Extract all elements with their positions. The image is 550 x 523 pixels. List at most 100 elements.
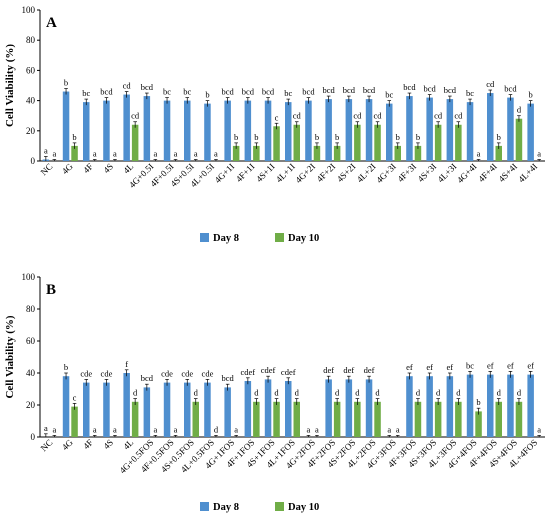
bar-day8 xyxy=(406,376,413,437)
x-tick-label: 4G xyxy=(60,161,75,176)
legend-label: Day 10 xyxy=(288,502,319,513)
significance-label: def xyxy=(364,365,375,375)
significance-label: b xyxy=(476,397,480,407)
significance-label: ef xyxy=(406,362,413,372)
significance-label: cdef xyxy=(281,367,296,377)
significance-label: cde xyxy=(161,368,173,378)
bar-day10 xyxy=(293,124,300,161)
x-tick-label: 4L+3I xyxy=(435,161,458,184)
significance-label: b xyxy=(396,132,400,142)
bar-day10 xyxy=(414,145,422,161)
x-tick-label: 4S+2I xyxy=(335,161,358,184)
bar-day8 xyxy=(143,96,151,161)
significance-label: b xyxy=(416,132,420,142)
bar-day8 xyxy=(204,103,211,161)
panel-label: A xyxy=(46,15,57,31)
significance-label: bc xyxy=(284,88,292,98)
significance-label: a xyxy=(396,424,400,434)
y-tick-label: 0 xyxy=(31,432,36,442)
bar-day10 xyxy=(71,145,78,161)
significance-label: cdef xyxy=(261,365,276,375)
legend-label: Day 10 xyxy=(288,233,319,244)
bar-day8 xyxy=(264,379,272,437)
significance-label: d xyxy=(355,388,360,398)
bar-day8 xyxy=(285,381,292,437)
bar-day8 xyxy=(204,382,211,437)
bar-day10 xyxy=(354,124,361,161)
bar-day10 xyxy=(455,124,462,161)
significance-label: a xyxy=(52,424,56,434)
significance-label: bc xyxy=(466,360,474,370)
significance-label: ef xyxy=(527,360,534,370)
bar-day8 xyxy=(184,100,191,161)
bar-day8 xyxy=(487,374,494,437)
y-tick-label: 0 xyxy=(31,156,36,166)
significance-label: f xyxy=(125,359,128,369)
bar-day10 xyxy=(131,401,139,437)
significance-label: bcd xyxy=(222,87,235,97)
bar-day8 xyxy=(103,100,110,161)
bar-day10 xyxy=(354,401,361,437)
bar-day10 xyxy=(434,124,442,161)
bar-day8 xyxy=(527,374,534,437)
significance-label: a xyxy=(52,148,56,158)
significance-label: cd xyxy=(434,111,443,121)
bar-day8 xyxy=(62,376,70,437)
bar-day10 xyxy=(495,401,502,437)
x-tick-label: 4F+3I xyxy=(395,161,418,184)
significance-label: a xyxy=(234,424,238,434)
significance-label: ef xyxy=(426,362,433,372)
significance-label: bcd xyxy=(141,82,154,92)
significance-label: a xyxy=(315,424,319,434)
significance-label: b xyxy=(335,132,339,142)
bar-day10 xyxy=(131,124,139,161)
bar-day10 xyxy=(515,401,523,437)
significance-label: b xyxy=(72,132,76,142)
bar-day8 xyxy=(507,97,514,161)
x-tick-label: 4L xyxy=(121,161,135,175)
bar-day10 xyxy=(455,401,462,437)
significance-label: bc xyxy=(82,88,90,98)
bar-day10 xyxy=(434,401,442,437)
bar-day8 xyxy=(244,381,252,437)
x-tick-label: 4G+2I xyxy=(293,161,317,185)
significance-label: bcd xyxy=(262,87,275,97)
significance-label: bcd xyxy=(444,85,457,95)
significance-label: d xyxy=(436,388,441,398)
bar-day8 xyxy=(365,379,373,437)
bar-day8 xyxy=(487,93,494,161)
significance-label: b xyxy=(315,132,319,142)
x-tick-label: 4F+1I xyxy=(234,161,257,184)
significance-label: bc xyxy=(466,88,474,98)
bar-day8 xyxy=(285,102,292,161)
significance-label: bcd xyxy=(242,87,255,97)
bar-day10 xyxy=(414,401,422,437)
bar-day8 xyxy=(325,379,332,437)
significance-label: d xyxy=(456,388,461,398)
y-tick-label: 40 xyxy=(26,96,36,106)
significance-label: d xyxy=(214,424,219,434)
y-axis-label: Cell Viability (%) xyxy=(4,315,16,398)
significance-label: cd xyxy=(131,111,140,121)
x-tick-label: 4S xyxy=(101,437,115,451)
x-tick-label: 4F xyxy=(81,161,95,175)
x-tick-label: 4S+4I xyxy=(496,161,519,184)
bar-day8 xyxy=(103,382,110,437)
significance-label: cd xyxy=(486,79,495,89)
significance-label: a xyxy=(44,423,48,433)
y-tick-label: 20 xyxy=(26,400,36,410)
significance-label: bcd xyxy=(363,85,376,95)
significance-label: a xyxy=(113,424,117,434)
x-tick-label: 4G+3I xyxy=(374,161,398,185)
significance-label: c xyxy=(275,112,279,122)
bar-day8 xyxy=(184,382,191,437)
significance-label: b xyxy=(254,132,258,142)
y-tick-label: 20 xyxy=(26,126,36,136)
x-tick-label: 4F+4I xyxy=(476,161,499,184)
significance-label: cd xyxy=(293,111,302,121)
panel-label: B xyxy=(46,282,56,298)
bar-day10 xyxy=(253,401,260,437)
bar-day8 xyxy=(325,99,332,161)
y-tick-label: 100 xyxy=(22,272,36,282)
x-tick-label: 4G+1I xyxy=(213,161,237,185)
